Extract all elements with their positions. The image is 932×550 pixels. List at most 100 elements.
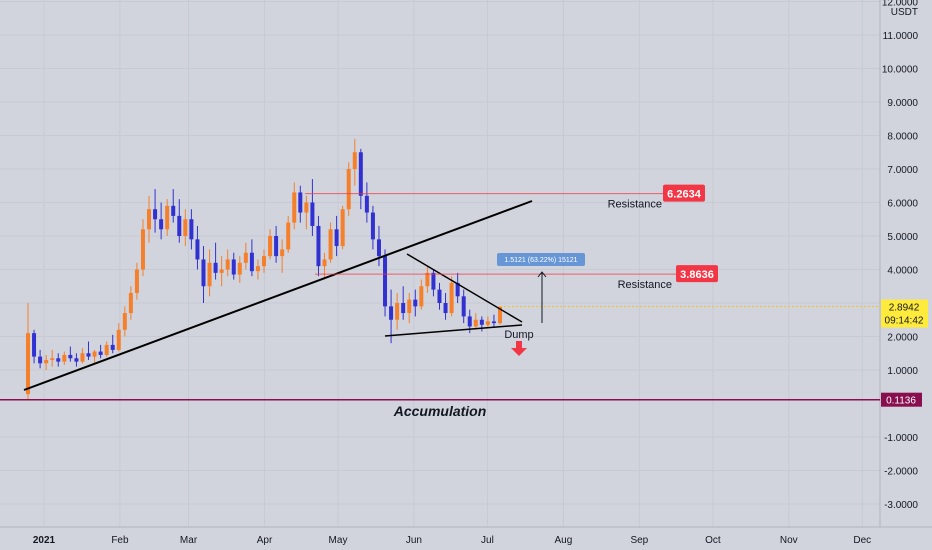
triangle-lower-line[interactable] <box>384 324 523 337</box>
candle-body <box>292 192 297 223</box>
candle-body <box>328 229 333 260</box>
candle-body <box>346 169 351 210</box>
time-tick: Jun <box>406 535 422 546</box>
candle-body <box>370 212 375 240</box>
candle-body <box>134 269 139 293</box>
price-tick: 2.0000 <box>887 333 918 344</box>
candle-body <box>473 319 478 327</box>
candle-body <box>334 229 339 247</box>
time-tick: Nov <box>780 535 798 546</box>
candle-body <box>50 358 55 360</box>
candle-body <box>225 259 230 270</box>
candle-body <box>310 202 315 226</box>
candle-body <box>201 259 206 287</box>
candle-body <box>243 252 248 263</box>
time-tick: Aug <box>555 535 573 546</box>
candle-body <box>280 249 285 257</box>
candle-body <box>249 252 254 272</box>
candle-body <box>316 225 321 267</box>
ascending-trendline[interactable] <box>23 200 533 391</box>
candle-body <box>443 303 448 314</box>
dump-label: Dump <box>504 329 533 341</box>
price-tick: -2.0000 <box>884 467 918 478</box>
candle-body <box>479 319 484 325</box>
measure-arrow-head <box>537 271 547 278</box>
vertical-grid <box>43 0 863 527</box>
price-tick: 1.0000 <box>887 366 918 377</box>
time-tick: Dec <box>853 535 871 546</box>
time-tick: Mar <box>180 535 198 546</box>
time-tick: Oct <box>705 535 721 546</box>
candles <box>26 138 502 401</box>
time-tick: May <box>329 535 348 546</box>
horizontal-grid <box>0 1 880 505</box>
candle-body <box>140 229 145 270</box>
price-tick: 7.0000 <box>887 165 918 176</box>
candle-body <box>340 209 345 247</box>
candle-body <box>92 351 97 357</box>
price-tick: 9.0000 <box>887 98 918 109</box>
candle-body <box>98 351 103 355</box>
candle-body <box>455 282 460 297</box>
candle-body <box>86 353 91 357</box>
candle-body <box>395 303 400 320</box>
resistance-badge-lower-value: 3.8636 <box>680 269 714 281</box>
time-tick: Feb <box>111 535 129 546</box>
candle-body <box>128 292 133 314</box>
candle-body <box>364 195 369 213</box>
candle-body <box>68 354 73 359</box>
price-tick: 5.0000 <box>887 232 918 243</box>
candle-body <box>104 344 109 355</box>
candle-body <box>56 358 61 362</box>
candle-body <box>147 209 152 230</box>
candle-body <box>171 205 176 216</box>
candle-body <box>268 236 273 257</box>
candle-body <box>449 282 454 314</box>
candle-body <box>231 259 236 275</box>
price-tick: 11.0000 <box>883 31 919 42</box>
candle-body <box>461 296 466 317</box>
quote-currency: USDT <box>891 7 918 18</box>
time-tick: Jul <box>481 535 494 546</box>
candle-body <box>177 215 182 236</box>
triangle-upper-line[interactable] <box>406 253 523 323</box>
drawings <box>23 200 533 391</box>
accumulation-label: Accumulation <box>393 403 487 419</box>
resistance-badge-upper-value: 6.2634 <box>667 189 702 201</box>
candle-body <box>116 329 121 350</box>
resistance-badge-lower <box>676 265 718 283</box>
candle-body <box>437 289 442 303</box>
candle-body <box>383 256 388 307</box>
accumulation-axis-value: 0.1136 <box>886 396 916 407</box>
time-scale[interactable]: 2021 Feb Mar Apr May Jun Jul Aug Sep Oct Nov Dec <box>33 535 871 546</box>
candle-body <box>189 219 194 240</box>
candle-body <box>407 299 412 314</box>
current-price-badge <box>881 299 928 328</box>
candle-body <box>389 306 394 320</box>
candle-body <box>322 259 327 267</box>
candle-body <box>498 306 502 324</box>
candle-body <box>80 353 85 362</box>
candle-body <box>110 344 115 350</box>
candle-body <box>376 239 381 257</box>
price-tick: -3.0000 <box>884 500 918 511</box>
price-scale[interactable]: 12.0000 11.0000 10.0000 9.0000 8.0000 7.0000 6… <box>882 0 919 511</box>
candle-body <box>183 219 188 236</box>
price-tick: 4.0000 <box>887 266 918 277</box>
price-tick: 12.0000 <box>882 0 919 9</box>
candle-body <box>467 316 472 327</box>
price-tick: 10.0000 <box>882 65 919 76</box>
candle-body <box>485 321 490 325</box>
candle-body <box>219 269 224 273</box>
time-tick: 2021 <box>33 535 56 546</box>
candle-body <box>122 313 127 330</box>
resistance-label-upper: Resistance <box>608 199 662 211</box>
candle-body <box>213 262 218 273</box>
candle-countdown: 09:14:42 <box>885 316 924 327</box>
candle-body <box>74 358 79 362</box>
current-price-value: 2.8942 <box>889 303 920 314</box>
candle-body <box>153 209 158 220</box>
candle-body <box>491 321 496 324</box>
candle-body <box>255 266 260 272</box>
